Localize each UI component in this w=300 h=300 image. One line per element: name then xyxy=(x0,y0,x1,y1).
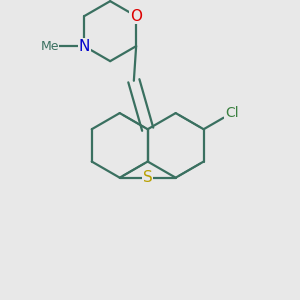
Text: Me: Me xyxy=(40,40,59,53)
Text: N: N xyxy=(79,39,90,54)
Text: S: S xyxy=(143,170,153,185)
Text: O: O xyxy=(130,9,142,24)
Text: Cl: Cl xyxy=(225,106,238,120)
